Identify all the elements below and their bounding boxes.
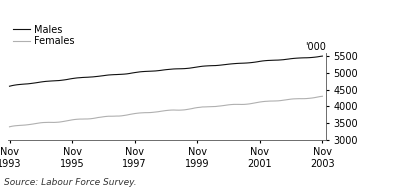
Line: Females: Females [10, 96, 322, 127]
Females [203, 106, 208, 108]
Text: Source: Labour Force Survey.: Source: Labour Force Survey. [4, 178, 137, 187]
Females [7, 126, 12, 128]
Males [203, 65, 208, 67]
Males [80, 76, 85, 79]
Females [80, 118, 85, 120]
Legend: Males, Females: Males, Females [13, 25, 75, 46]
Females [299, 98, 304, 100]
Males [140, 70, 145, 73]
Text: '000: '000 [304, 42, 326, 52]
Males [320, 55, 325, 57]
Males [7, 85, 12, 87]
Females [218, 105, 223, 107]
Females [320, 95, 325, 97]
Line: Males: Males [10, 56, 322, 86]
Females [140, 112, 145, 114]
Males [218, 64, 223, 66]
Females [39, 122, 43, 124]
Males [39, 81, 43, 83]
Males [299, 57, 304, 59]
